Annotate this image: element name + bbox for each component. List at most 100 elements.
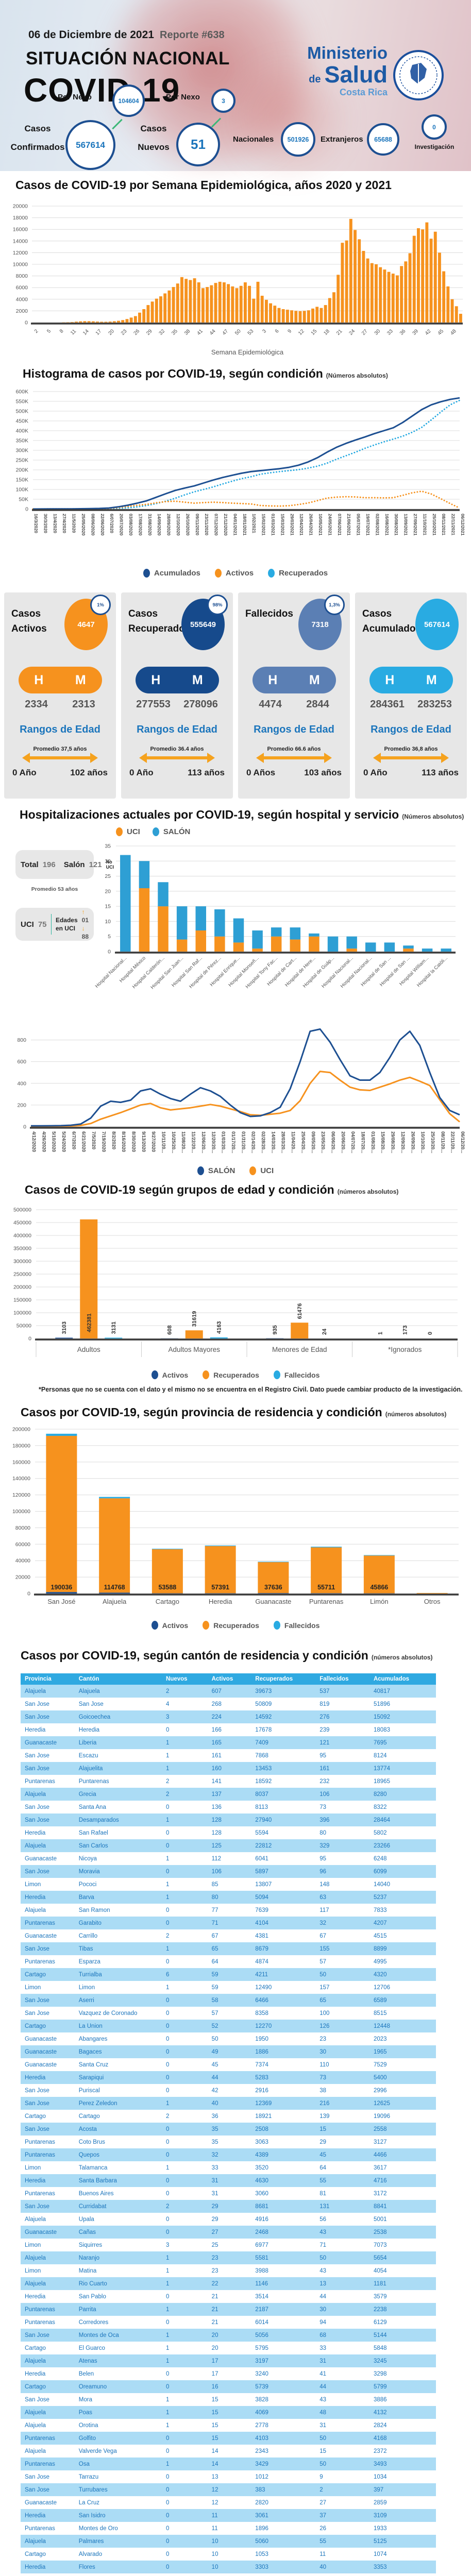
svg-text:12/09/20...: 12/09/20... <box>400 1131 406 1154</box>
svg-text:01/17/20...: 01/17/20... <box>231 1131 236 1154</box>
svg-text:29/03/2021: 29/03/2021 <box>290 514 295 536</box>
svg-text:60000: 60000 <box>15 1541 30 1548</box>
rangos-label: Rangos de Edad <box>371 724 451 735</box>
svg-text:6/07/2020: 6/07/2020 <box>109 514 114 533</box>
age-range-arrow-icon <box>22 753 98 763</box>
table-row: San Jose Tibas 1 65 8679 155 8899 <box>21 1942 436 1955</box>
por-nexo-label: Por Nexo <box>58 93 92 101</box>
table-title-canton: Casos por COVID-19, según cantón de resi… <box>21 1649 433 1662</box>
svg-text:San José: San José <box>47 1598 75 1605</box>
svg-text:01/31/20...: 01/31/20... <box>241 1131 246 1154</box>
salon-uci-trend-chart: 0 200 400 600 800 4/12/2020 4/26/2020 5/10/2020… <box>17 1028 465 1154</box>
svg-text:0: 0 <box>28 1336 31 1342</box>
svg-text:45866: 45866 <box>370 1584 388 1591</box>
percent-badge: 98% <box>207 595 228 615</box>
svg-text:02/14/20...: 02/14/20... <box>251 1131 256 1154</box>
svg-text:25/10/20...: 25/10/20... <box>430 1131 435 1154</box>
svg-text:25/10/2021: 25/10/2021 <box>432 514 437 536</box>
svg-text:Semana Epidemiológica: Semana Epidemiológica <box>211 348 284 356</box>
table-row: Heredia Flores 0 10 3303 40 3353 <box>21 2561 436 2573</box>
legend-item: Recuperados <box>203 1621 259 1630</box>
svg-text:36: 36 <box>399 328 407 336</box>
male-count: 277553 <box>136 699 171 710</box>
table-row: Heredia San Isidro 0 11 3061 37 3109 <box>21 2509 436 2522</box>
card-value-bubble: 4647 1% <box>64 595 111 650</box>
svg-text:23/05/20...: 23/05/20... <box>321 1131 326 1154</box>
legend-hospital: UCI SALÓN <box>116 827 332 836</box>
table-row: Heredia Heredia 0 166 17678 239 18083 <box>21 1723 436 1736</box>
legend-dot-icon <box>273 1370 280 1379</box>
svg-text:53588: 53588 <box>158 1584 176 1591</box>
svg-text:15/08/20...: 15/08/20... <box>380 1131 385 1154</box>
rangos-label: Rangos de Edad <box>254 724 334 735</box>
table-row: Puntarenas Parrita 1 21 2187 30 2238 <box>21 2303 436 2316</box>
legend-dot-icon <box>151 1621 158 1630</box>
card-title: Casos Activos <box>11 608 47 634</box>
promedio-label: Promedio 36.4 años <box>150 746 204 752</box>
svg-text:22/06/2020: 22/06/2020 <box>100 514 105 536</box>
table-row: Guanacaste Abangares 0 50 1950 23 2023 <box>21 2032 436 2045</box>
svg-text:150K: 150K <box>15 477 28 483</box>
svg-text:10/25/20...: 10/25/20... <box>171 1131 176 1154</box>
svg-text:10/10/20...: 10/10/20... <box>420 1131 426 1154</box>
table-row: Guanacaste Bagaces 0 49 1886 30 1965 <box>21 2045 436 2058</box>
svg-text:180000: 180000 <box>12 1443 30 1449</box>
table-row: Alajuela Poas 1 15 4069 48 4132 <box>21 2406 436 2419</box>
svg-text:11/22/20...: 11/22/20... <box>191 1131 196 1153</box>
svg-text:06/06/20...: 06/06/20... <box>330 1131 335 1154</box>
legend-item: Activos <box>151 1621 188 1630</box>
svg-text:04/01/2021: 04/01/2021 <box>232 514 238 536</box>
svg-text:Adultos: Adultos <box>77 1346 100 1353</box>
table-row: Alajuela San Ramon 0 77 7639 117 7833 <box>21 1904 436 1917</box>
arrow-down-icon: ↓ <box>81 925 85 932</box>
svg-text:250000: 250000 <box>13 1272 31 1278</box>
female-count: 278096 <box>183 699 218 710</box>
svg-text:08/11/2021: 08/11/2021 <box>441 514 446 535</box>
svg-text:450000: 450000 <box>13 1220 31 1226</box>
table-row: Guanacaste Cañas 0 27 2468 43 2538 <box>21 2226 436 2239</box>
svg-text:Guanacaste: Guanacaste <box>255 1598 291 1605</box>
svg-text:09/05/20...: 09/05/20... <box>311 1131 316 1154</box>
age-range-arrow-icon <box>373 753 449 763</box>
table-row: Alajuela Palmares 0 10 5060 55 5125 <box>21 2535 436 2548</box>
svg-text:5: 5 <box>46 328 52 334</box>
card-value-bubble: 555649 98% <box>181 595 228 650</box>
svg-text:30: 30 <box>105 858 111 865</box>
svg-text:10/05/2021: 10/05/2021 <box>318 514 323 536</box>
svg-text:0: 0 <box>23 1124 26 1130</box>
casos-nuevos-label-2: Nuevos <box>138 142 170 152</box>
svg-text:1/02/2021: 1/02/2021 <box>251 514 257 533</box>
svg-text:05/07/2021: 05/07/2021 <box>356 514 361 536</box>
arrow-up-icon: ↑ <box>81 908 85 916</box>
svg-text:300K: 300K <box>15 448 28 454</box>
legend-dot-icon <box>249 1166 257 1175</box>
table-row: San Jose Montes de Oca 1 20 5056 68 5144 <box>21 2329 436 2342</box>
card-value-bubble: 7318 1,3% <box>298 595 345 650</box>
svg-text:10/11/20...: 10/11/20... <box>161 1131 166 1153</box>
table-row: Puntarenas Osa 1 14 3429 50 3493 <box>21 2458 436 2470</box>
table-row: Puntarenas Coto Brus 0 35 3063 29 3127 <box>21 2136 436 2148</box>
divider <box>51 914 52 935</box>
legend-dot-icon <box>116 827 123 836</box>
rangos-label: Rangos de Edad <box>137 724 217 735</box>
svg-text:935: 935 <box>272 1325 278 1334</box>
svg-text:24: 24 <box>348 328 356 336</box>
svg-text:14/09/2020: 14/09/2020 <box>157 514 162 536</box>
footnote: *Personas que no se cuenta con el dato y… <box>39 1386 463 1393</box>
legend-item: Activos <box>151 1370 188 1379</box>
legend-item: SALÓN <box>197 1166 235 1175</box>
casos-confirmados-value: 567614 <box>65 120 115 170</box>
table-row: San Jose Santa Ana 0 136 8113 73 8322 <box>21 1801 436 1814</box>
card-value-bubble: 567614 <box>415 599 459 650</box>
table-row: Alajuela Alajuela 2 607 39673 537 40817 <box>21 1685 436 1698</box>
svg-text:25: 25 <box>105 873 111 879</box>
svg-text:200K: 200K <box>15 467 28 473</box>
table-row: Cartago El Guarco 1 20 5795 33 5848 <box>21 2342 436 2354</box>
svg-text:39: 39 <box>411 328 419 336</box>
table-row: Alajuela San Carlos 0 125 22812 329 23266 <box>21 1839 436 1852</box>
extranjeros-value: 65688 <box>367 123 399 156</box>
